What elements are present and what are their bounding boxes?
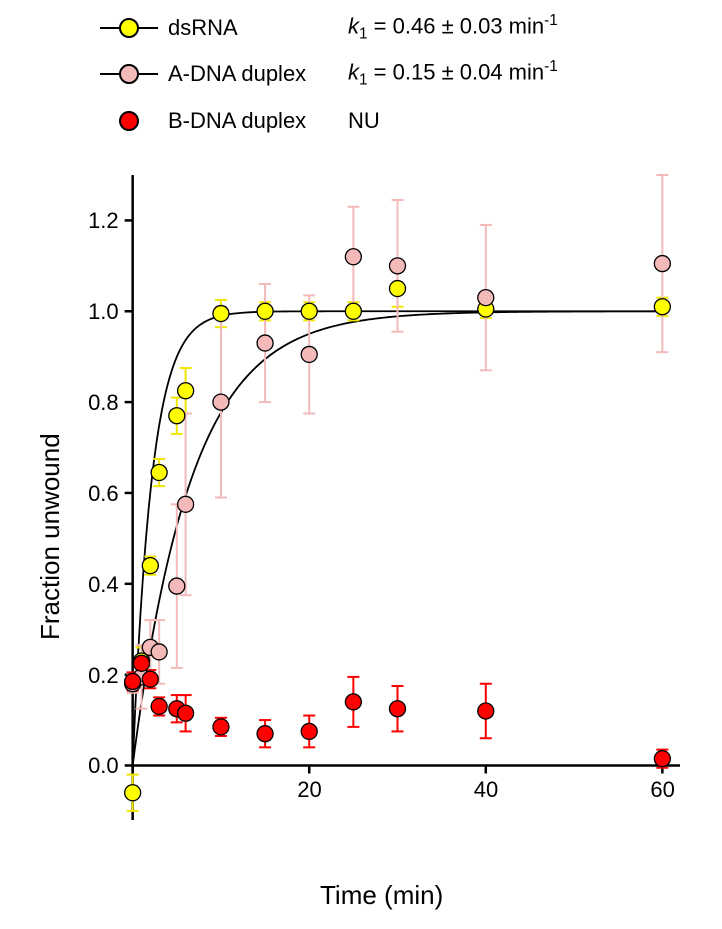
- legend-rate: NU: [348, 108, 380, 134]
- chart-container: dsRNA k1 = 0.46 ± 0.03 min-1 A-DNA duplex k…: [0, 0, 722, 929]
- legend-row: B-DNA duplex NU: [100, 108, 380, 134]
- plot-area: [0, 0, 722, 929]
- y-tick-label: 0.2: [88, 663, 119, 689]
- y-tick-label: 0.0: [88, 753, 119, 779]
- legend-marker: [100, 17, 158, 39]
- legend-rate: k1 = 0.15 ± 0.04 min-1: [348, 58, 558, 90]
- y-tick-label: 0.8: [88, 390, 119, 416]
- y-tick-label: 1.2: [88, 208, 119, 234]
- legend-row: A-DNA duplex k1 = 0.15 ± 0.04 min-1: [100, 58, 558, 90]
- y-axis-label: Fraction unwound: [35, 433, 66, 640]
- legend-marker: [100, 110, 158, 132]
- legend-label: A-DNA duplex: [168, 61, 338, 87]
- x-tick-label: 40: [474, 777, 498, 803]
- legend-rate: k1 = 0.46 ± 0.03 min-1: [348, 12, 558, 44]
- legend-label: B-DNA duplex: [168, 108, 338, 134]
- y-tick-label: 1.0: [88, 299, 119, 325]
- y-tick-label: 0.4: [88, 572, 119, 598]
- legend-label: dsRNA: [168, 15, 338, 41]
- x-tick-label: 60: [650, 777, 674, 803]
- y-tick-label: 0.6: [88, 481, 119, 507]
- x-axis-label: Time (min): [320, 880, 443, 911]
- x-tick-label: 20: [297, 777, 321, 803]
- legend-row: dsRNA k1 = 0.46 ± 0.03 min-1: [100, 12, 558, 44]
- legend-marker: [100, 63, 158, 85]
